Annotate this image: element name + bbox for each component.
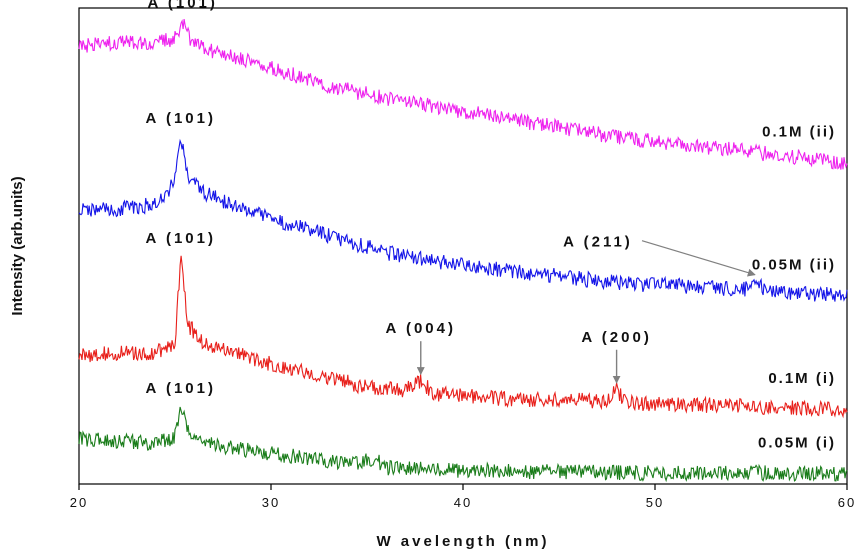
- series-label: 0.05M (i): [758, 435, 836, 452]
- peak-arrow: [641, 240, 756, 277]
- x-axis-label: W avelength (nm): [376, 533, 549, 550]
- series-label: 0.05M (ii): [752, 257, 836, 274]
- series-label: 0.1M (ii): [762, 124, 836, 141]
- series-line-0: [78, 406, 848, 483]
- series-line-3: [78, 19, 848, 170]
- peak-label: A (004): [386, 320, 456, 337]
- annotations-group: 0.05M (i) 0.1M (i) 0.05M (ii) 0.1M (ii) A (1…: [146, 0, 836, 452]
- peak-label: A (211): [563, 234, 633, 251]
- peak-label: A (101): [146, 380, 216, 397]
- series-line-2: [78, 138, 848, 302]
- peak-label: A (101): [147, 0, 217, 11]
- peak-label: A (101): [146, 230, 216, 247]
- x-tick-label: 40: [454, 495, 472, 510]
- series-group: [78, 19, 848, 483]
- x-axis-ticks: 20 30 40 50 60: [70, 484, 856, 510]
- x-tick-label: 20: [70, 495, 88, 510]
- series-line-1: [78, 255, 848, 419]
- x-tick-label: 30: [262, 495, 280, 510]
- series-label: 0.1M (i): [768, 370, 836, 387]
- x-tick-label: 50: [646, 495, 664, 510]
- peak-label: A (200): [581, 329, 651, 346]
- y-axis-label: Intensity (arb.units): [9, 176, 26, 315]
- x-tick-label: 60: [838, 495, 856, 510]
- peak-label: A (101): [146, 110, 216, 127]
